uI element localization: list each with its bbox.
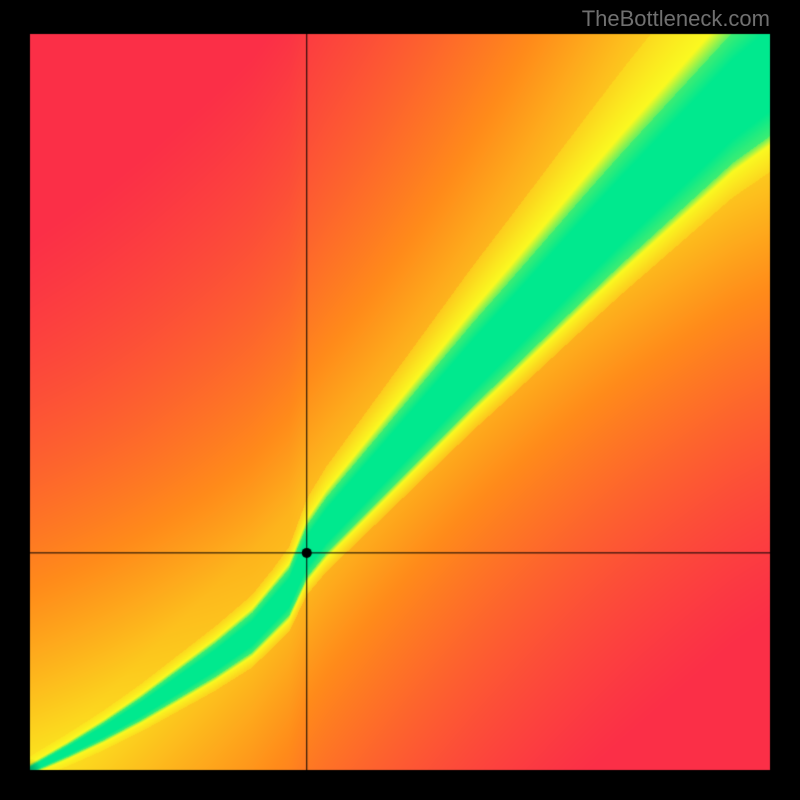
- chart-container: TheBottleneck.com: [0, 0, 800, 800]
- watermark-text: TheBottleneck.com: [582, 6, 770, 32]
- bottleneck-heatmap: [0, 0, 800, 800]
